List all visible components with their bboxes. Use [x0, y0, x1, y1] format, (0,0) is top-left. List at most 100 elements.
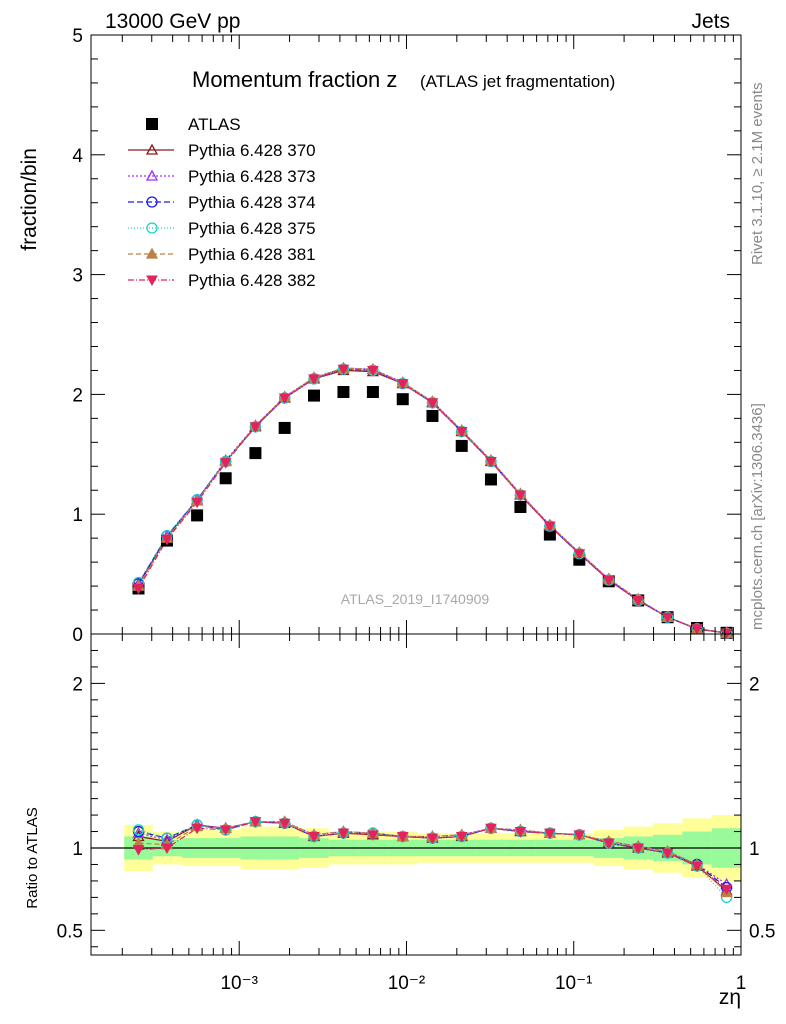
data-point-p382 — [514, 490, 527, 502]
data-point-p382 — [720, 884, 733, 896]
data-point-data — [366, 386, 379, 399]
x-tick-label: 1 — [736, 973, 747, 994]
mcplots-source-label: mcplots.cern.ch [arXiv:1306.3436] — [749, 403, 766, 630]
legend-marker-p382 — [146, 275, 158, 287]
legend-label-p375: Pythia 6.428 375 — [188, 219, 316, 238]
data-point-p382 — [191, 497, 203, 509]
chart-title: Momentum fraction z — [192, 67, 397, 92]
x-tick-label: 10⁻³ — [220, 973, 258, 994]
data-point-p382 — [426, 833, 439, 845]
legend: ATLAS Pythia 6.428 370 Pythia 6.428 373 Pyt… — [128, 115, 316, 290]
data-point-p382 — [691, 861, 703, 873]
data-point-data — [219, 472, 232, 485]
ratio-y-axis-label: Ratio to ATLAS — [24, 807, 41, 908]
data-point-p382 — [308, 374, 320, 385]
data-point-p382 — [161, 534, 173, 546]
data-point-p382 — [485, 456, 497, 468]
ratio-plot-area — [91, 634, 741, 955]
axes: 10⁻³ 10⁻² 10⁻¹ 1 0 1 2 3 4 5 0.5 0.5 1 1 2 2 — [57, 26, 776, 994]
data-point-data — [514, 501, 527, 514]
legend-marker-p370 — [145, 143, 159, 155]
data-point-data — [484, 473, 497, 486]
data-point-p382 — [367, 365, 379, 377]
data-point-p382 — [132, 583, 145, 595]
data-point-p382 — [544, 521, 556, 533]
data-point-p382 — [602, 838, 615, 850]
data-point-p375 — [132, 824, 145, 836]
ratio-panel-background — [91, 634, 741, 955]
main-y-axis-label: fraction/bin — [18, 148, 41, 251]
y-tick-label: 2 — [72, 385, 83, 406]
main-plot-area — [91, 35, 741, 634]
x-axis-label: zη — [719, 986, 741, 1009]
series-line-p381 — [138, 821, 728, 893]
data-point-p382 — [308, 831, 320, 843]
y-tick-label: 1 — [72, 505, 83, 526]
data-point-p382 — [219, 825, 232, 836]
legend-label-p370: Pythia 6.428 370 — [188, 141, 316, 160]
y-tick-label: 5 — [72, 26, 83, 47]
data-point-p382 — [278, 818, 291, 830]
data-point-p382 — [485, 823, 497, 835]
data-point-p382 — [396, 831, 409, 843]
data-point-data — [455, 439, 468, 452]
analysis-watermark: ATLAS_2019_I1740909 — [341, 591, 490, 607]
legend-label-p373: Pythia 6.428 373 — [188, 167, 316, 186]
data-point-data — [249, 447, 262, 460]
data-point-data — [307, 389, 320, 402]
legend-marker-p375 — [146, 222, 158, 234]
data-point-p382 — [661, 612, 674, 624]
data-point-data — [543, 528, 556, 541]
data-point-p382 — [337, 364, 350, 376]
x-tick-label: 10⁻¹ — [555, 973, 593, 994]
data-point-p382 — [337, 828, 350, 840]
data-point-p382 — [573, 830, 586, 841]
data-point-p382 — [249, 422, 262, 433]
legend-label-p382: Pythia 6.428 382 — [188, 271, 316, 290]
header-left-label: 13000 GeV pp — [105, 10, 240, 33]
legend-marker-p374 — [146, 196, 158, 208]
data-point-data — [426, 409, 439, 422]
legend-marker-p373 — [145, 169, 159, 181]
main-panel-background — [91, 35, 741, 634]
chart-title-suffix: (ATLAS jet fragmentation) — [420, 72, 615, 91]
data-point-data — [278, 421, 291, 434]
data-point-data — [191, 509, 204, 522]
data-point-p382 — [514, 827, 527, 838]
legend-marker-data — [146, 118, 158, 130]
data-point-p382 — [573, 549, 586, 560]
y-tick-label: 0 — [72, 625, 83, 646]
ratio-y-tick-label-right: 1 — [749, 839, 760, 860]
series-line-p382 — [138, 821, 727, 890]
y-tick-label: 4 — [72, 146, 83, 167]
ratio-y-tick-label-right: 2 — [749, 674, 760, 695]
legend-label-data: ATLAS — [188, 115, 241, 134]
data-point-p382 — [132, 845, 145, 856]
ratio-y-tick-label: 0.5 — [57, 921, 83, 942]
legend-label-p374: Pythia 6.428 374 — [188, 193, 316, 212]
header-right-label: Jets — [691, 10, 730, 33]
data-point-p382 — [455, 427, 468, 438]
data-point-p382 — [455, 831, 468, 843]
data-point-p382 — [191, 823, 203, 835]
rivet-version-label: Rivet 3.1.10, ≥ 2.1M events — [749, 83, 766, 266]
data-point-p382 — [602, 575, 615, 587]
data-point-p382 — [249, 817, 262, 828]
data-point-p382 — [544, 828, 556, 840]
ratio-series-markers — [132, 815, 733, 904]
ratio-frame — [90, 633, 742, 956]
ratio-y-tick-label: 2 — [72, 674, 83, 695]
data-point-p382 — [219, 458, 232, 469]
data-point-data — [396, 393, 409, 406]
ratio-y-tick-label: 1 — [72, 839, 83, 860]
ratio-y-tick-label-right: 0.5 — [749, 921, 775, 942]
legend-marker-p381 — [145, 247, 159, 259]
data-point-p382 — [632, 843, 645, 855]
data-point-p382 — [161, 843, 173, 855]
data-point-p382 — [632, 595, 645, 607]
data-point-p382 — [367, 830, 379, 841]
data-point-p382 — [661, 848, 674, 859]
main-series-markers — [132, 361, 733, 640]
legend-label-p381: Pythia 6.428 381 — [188, 245, 316, 264]
